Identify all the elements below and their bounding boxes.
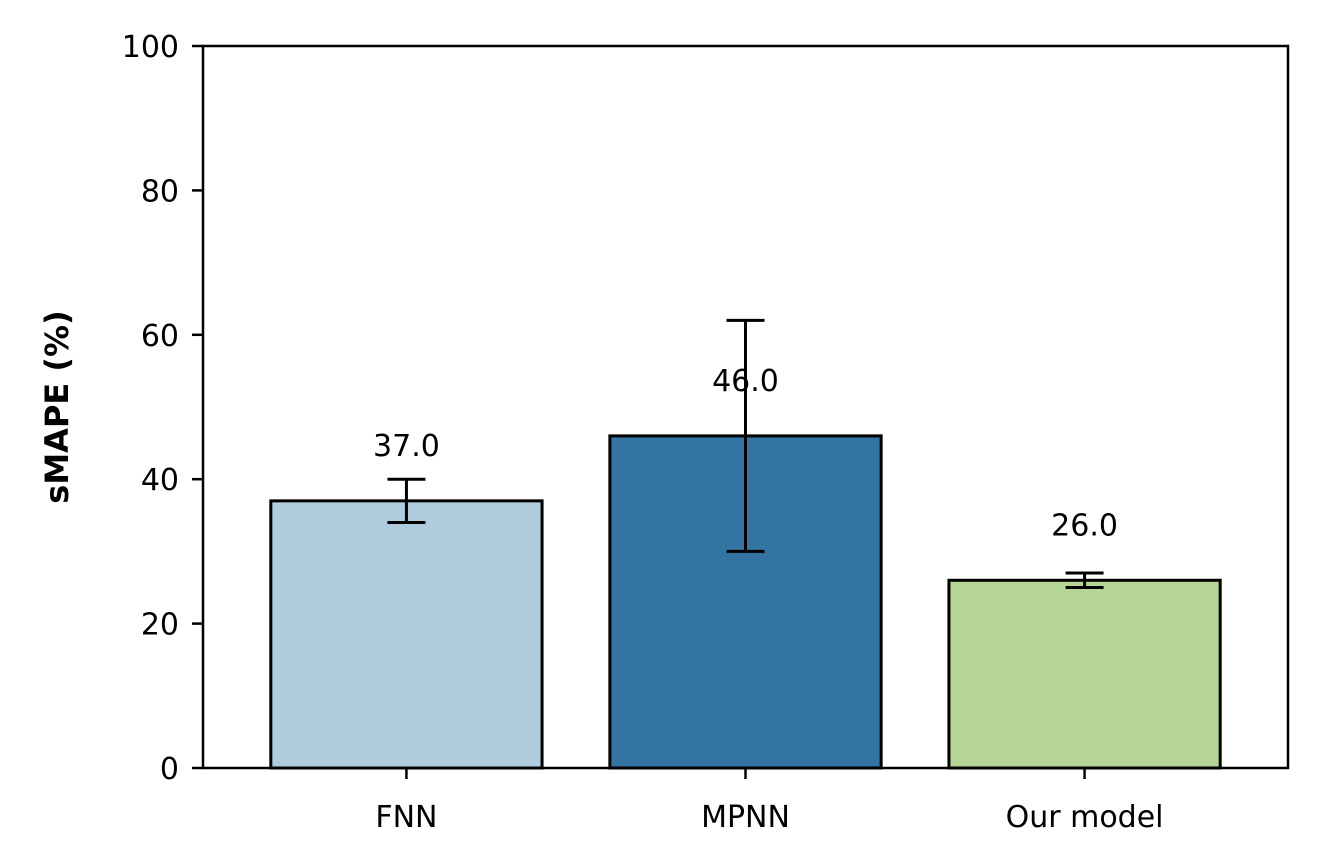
chart-axes: 0 20 40 60 80 100 FNN MPNN Our model xyxy=(122,30,1290,835)
y-tick-label: 100 xyxy=(122,30,179,65)
x-tick-label: MPNN xyxy=(701,800,790,835)
x-tick-label: Our model xyxy=(1006,800,1164,835)
y-tick-label: 40 xyxy=(141,463,179,498)
y-tick-label: 0 xyxy=(160,752,179,787)
data-label: 46.0 xyxy=(712,364,779,399)
bar-our-model xyxy=(947,578,1222,770)
y-axis-label: sMAPE (%) xyxy=(38,310,76,503)
x-tick-label: FNN xyxy=(375,800,437,835)
y-tick-label: 20 xyxy=(141,608,179,643)
data-label: 37.0 xyxy=(373,429,440,464)
y-tick-label: 60 xyxy=(141,319,179,354)
y-tick-label: 80 xyxy=(141,174,179,209)
bar-fnn xyxy=(269,499,544,770)
data-label: 26.0 xyxy=(1051,508,1118,543)
chart-marks: 37.0 46.0 26.0 xyxy=(269,318,1222,770)
